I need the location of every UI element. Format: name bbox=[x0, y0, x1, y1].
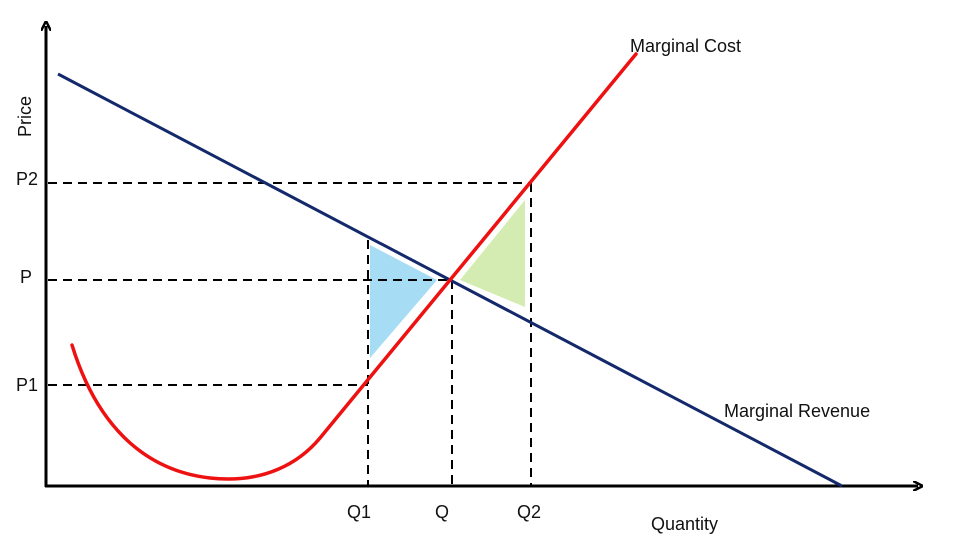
dashed-guides bbox=[48, 182, 532, 486]
price-label-p2: P2 bbox=[16, 169, 38, 189]
deadweight-loss-right-triangle bbox=[460, 200, 525, 307]
quantity-label-q1: Q1 bbox=[347, 502, 371, 522]
deadweight-loss-left-triangle bbox=[370, 245, 437, 358]
quantity-label-q2: Q2 bbox=[517, 502, 541, 522]
x-axis-label: Quantity bbox=[651, 514, 718, 534]
price-label-p1: P1 bbox=[16, 375, 38, 395]
y-axis-label: Price bbox=[15, 96, 35, 137]
quantity-label-q: Q bbox=[435, 502, 449, 522]
marginal-revenue-label: Marginal Revenue bbox=[724, 401, 870, 421]
price-label-p: P bbox=[20, 267, 32, 287]
marginal-cost-curve bbox=[70, 52, 638, 481]
marginal-cost-label: Marginal Cost bbox=[630, 36, 741, 56]
